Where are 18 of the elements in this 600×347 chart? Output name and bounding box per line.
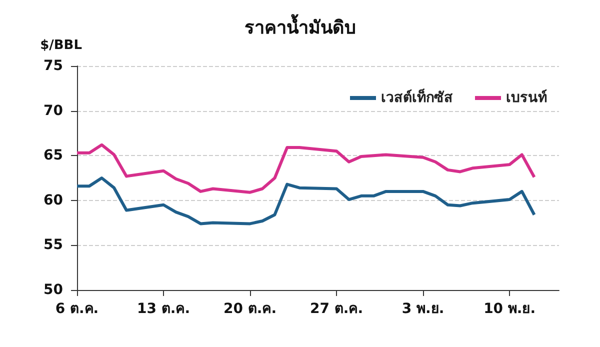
y-axis-title: $/BBL <box>40 38 82 53</box>
line-series <box>76 143 536 194</box>
y-tick-label: 55 <box>44 237 63 254</box>
x-tick-label: 6 ต.ค. <box>55 301 99 317</box>
y-tick-label: 70 <box>44 102 64 119</box>
y-tick-label: 65 <box>44 148 63 164</box>
chart-title: ราคาน้ำมันดิบ <box>244 14 356 38</box>
y-tick-label: 75 <box>44 58 63 74</box>
line-series <box>76 176 536 226</box>
x-tick-label: 20 ต.ค. <box>224 301 277 317</box>
legend-label: เวสต์เท็กซัส <box>381 88 453 106</box>
x-tick-label: 27 ต.ค. <box>310 301 364 317</box>
x-tick-label: 3 พ.ย. <box>402 301 444 317</box>
x-tick-label: 13 ต.ค. <box>137 301 190 317</box>
x-tick-label: 10 พ.ย. <box>484 301 536 317</box>
y-tick-label: 50 <box>44 282 64 298</box>
y-tick-label: 60 <box>44 192 64 208</box>
legend-label: เบรนท์ <box>506 89 547 106</box>
